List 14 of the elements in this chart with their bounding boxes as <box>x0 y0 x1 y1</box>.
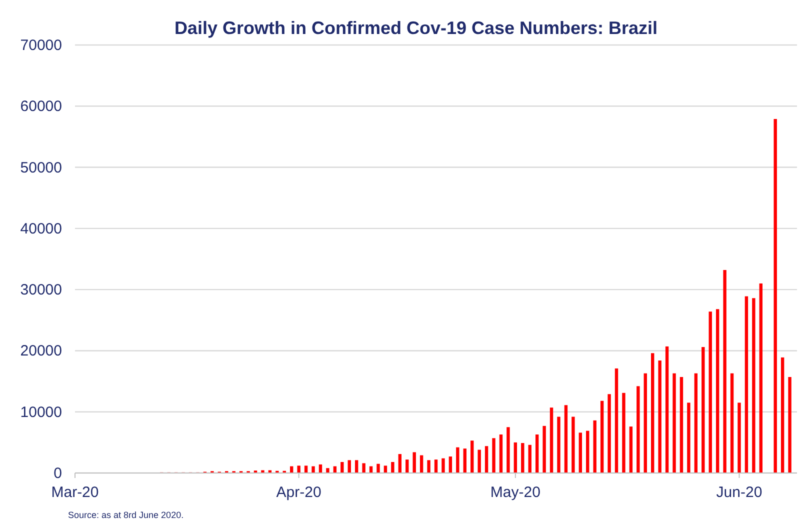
x-tick-label: Jun-20 <box>716 484 762 501</box>
y-tick-label: 50000 <box>20 159 62 176</box>
chart-title: Daily Growth in Confirmed Cov-19 Case Numbers: Brazil <box>174 18 658 38</box>
x-tick-label: May-20 <box>490 484 540 501</box>
y-tick-label: 40000 <box>20 220 62 238</box>
y-tick-label: 10000 <box>20 404 62 421</box>
y-tick-label: 30000 <box>20 282 62 299</box>
y-tick-label: 70000 <box>20 37 62 54</box>
x-tick-label: Mar-20 <box>51 484 99 501</box>
y-tick-label: 20000 <box>20 342 62 360</box>
y-tick-label: 0 <box>54 465 62 482</box>
source-note: Source: as at 8rd June 2020. <box>68 510 184 520</box>
x-tick-label: Apr-20 <box>276 484 322 501</box>
y-tick-label: 60000 <box>20 98 62 116</box>
